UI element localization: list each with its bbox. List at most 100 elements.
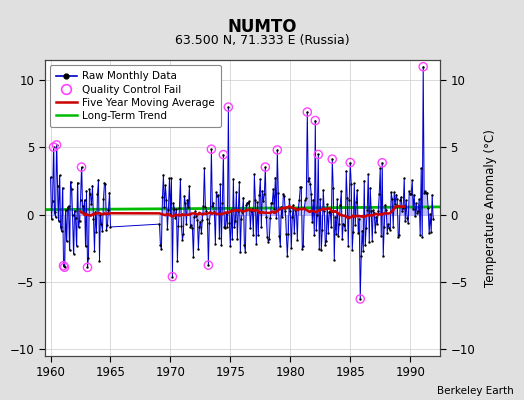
- Point: [229, 176, 237, 182]
- Point: [419, 64, 428, 70]
- Point: [219, 151, 227, 158]
- Point: [289, 202, 298, 208]
- Point: [99, 228, 107, 234]
- Point: [416, 232, 424, 238]
- Point: [338, 236, 346, 242]
- Point: [419, 64, 428, 70]
- Point: [157, 246, 166, 252]
- Point: [93, 191, 102, 197]
- Point: [263, 234, 271, 240]
- Point: [218, 199, 226, 206]
- Point: [182, 221, 191, 228]
- Point: [165, 175, 173, 182]
- Point: [309, 197, 318, 203]
- Point: [402, 197, 410, 204]
- Point: [172, 206, 181, 213]
- Point: [300, 205, 309, 211]
- Point: [190, 214, 199, 220]
- Point: [315, 246, 323, 253]
- Point: [249, 232, 257, 238]
- Point: [97, 221, 106, 227]
- Point: [334, 233, 343, 239]
- Point: [220, 224, 228, 230]
- Point: [49, 144, 58, 150]
- Legend: Raw Monthly Data, Quality Control Fail, Five Year Moving Average, Long-Term Tren: Raw Monthly Data, Quality Control Fail, …: [50, 65, 221, 127]
- Point: [290, 230, 299, 237]
- Point: [301, 197, 310, 204]
- Point: [179, 231, 188, 237]
- Point: [191, 208, 200, 215]
- Point: [78, 203, 86, 210]
- Point: [298, 246, 307, 252]
- Point: [420, 189, 428, 196]
- Point: [216, 181, 225, 188]
- Point: [333, 196, 342, 202]
- Point: [379, 253, 387, 260]
- Point: [59, 262, 68, 269]
- Point: [168, 274, 177, 280]
- Point: [244, 200, 253, 206]
- Point: [415, 196, 423, 203]
- Point: [226, 243, 235, 249]
- Point: [78, 164, 86, 170]
- Point: [319, 187, 328, 193]
- Point: [429, 216, 438, 222]
- Point: [341, 226, 350, 233]
- Point: [237, 216, 246, 222]
- Point: [288, 214, 297, 220]
- Point: [49, 144, 58, 150]
- Point: [376, 165, 385, 172]
- Point: [308, 218, 316, 225]
- Point: [188, 225, 196, 231]
- Point: [374, 208, 383, 214]
- Point: [83, 264, 92, 270]
- Point: [266, 215, 275, 222]
- Point: [305, 175, 313, 182]
- Point: [395, 232, 403, 238]
- Point: [232, 188, 241, 195]
- Point: [320, 208, 329, 215]
- Point: [413, 210, 421, 216]
- Point: [255, 192, 264, 198]
- Point: [260, 191, 268, 197]
- Point: [53, 183, 62, 189]
- Point: [267, 200, 276, 207]
- Point: [215, 234, 224, 241]
- Point: [103, 222, 112, 228]
- Point: [168, 274, 177, 280]
- Point: [198, 217, 206, 223]
- Point: [225, 220, 234, 226]
- Point: [235, 178, 244, 185]
- Point: [202, 207, 211, 214]
- Point: [367, 208, 375, 214]
- Point: [303, 109, 311, 115]
- Point: [297, 184, 305, 190]
- Point: [313, 212, 321, 218]
- Point: [177, 222, 185, 229]
- Point: [156, 242, 165, 249]
- Point: [306, 180, 314, 187]
- Point: [170, 206, 179, 212]
- Point: [214, 192, 223, 199]
- Point: [176, 175, 184, 182]
- Point: [385, 225, 394, 232]
- Point: [273, 147, 281, 153]
- Point: [268, 199, 277, 206]
- Point: [161, 182, 170, 189]
- Point: [386, 226, 395, 233]
- Point: [311, 117, 320, 124]
- Point: [335, 220, 343, 227]
- Point: [280, 193, 289, 199]
- Point: [195, 224, 204, 230]
- Point: [406, 191, 414, 197]
- Point: [428, 192, 436, 198]
- Point: [282, 231, 290, 237]
- Point: [213, 192, 222, 199]
- Point: [160, 204, 169, 210]
- Point: [96, 212, 105, 218]
- Point: [238, 209, 246, 216]
- Point: [365, 239, 374, 245]
- Point: [217, 242, 225, 248]
- Point: [246, 225, 255, 232]
- Point: [287, 245, 296, 252]
